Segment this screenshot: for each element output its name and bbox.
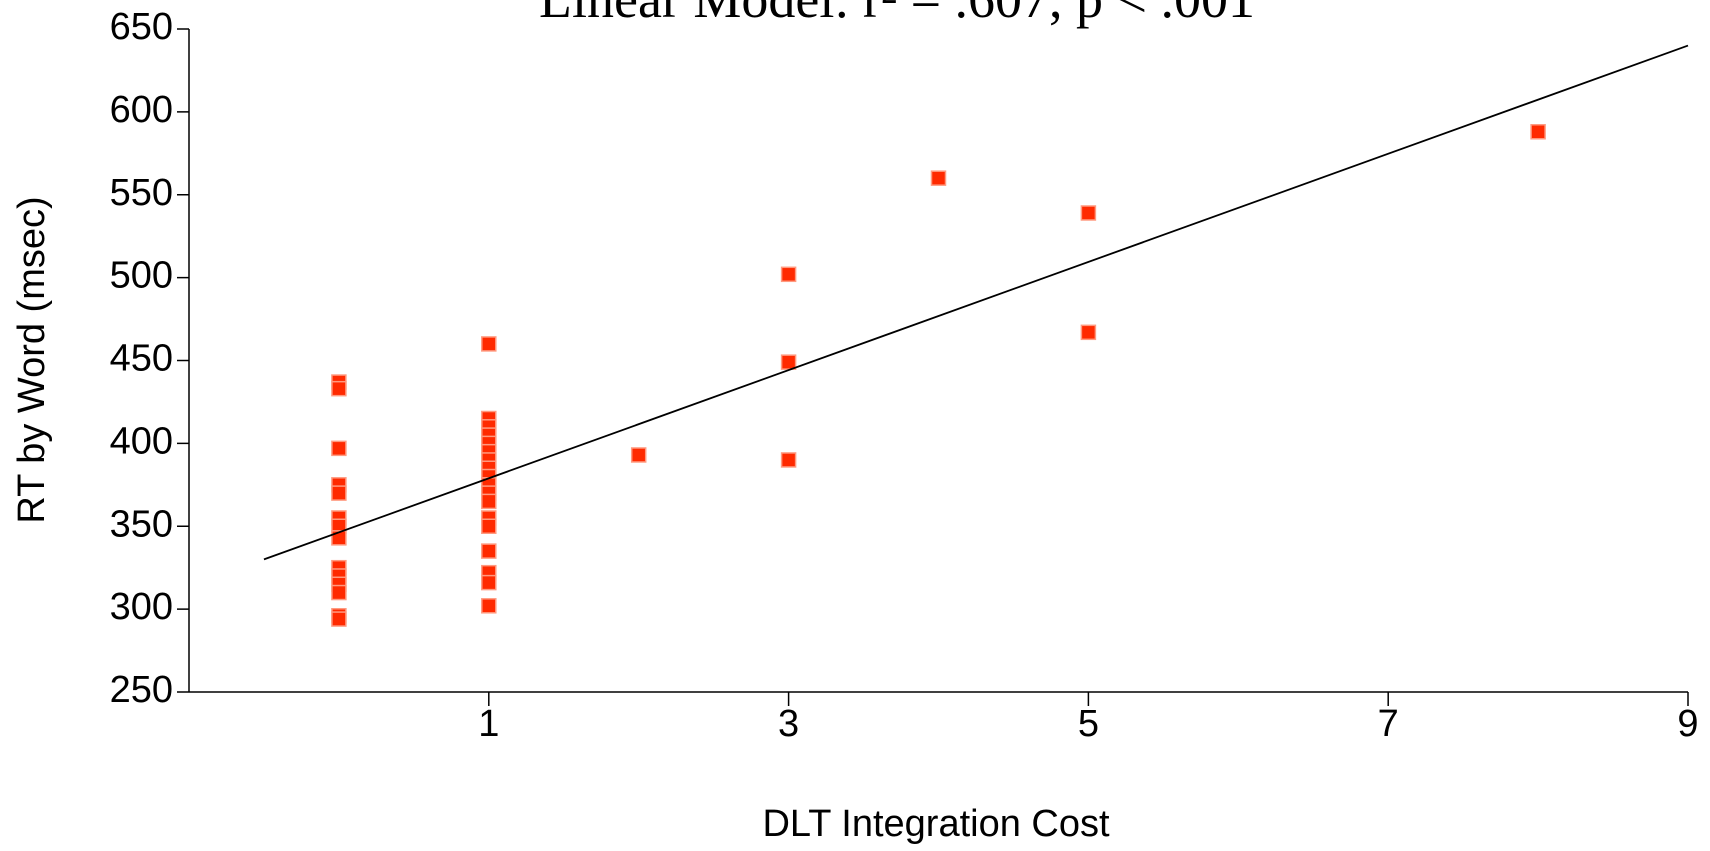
data-point xyxy=(930,170,947,186)
data-point xyxy=(331,440,347,457)
x-tick-label: 5 xyxy=(1078,703,1099,745)
data-point xyxy=(481,493,497,510)
data-point xyxy=(481,598,497,614)
data-point xyxy=(481,574,497,591)
data-point xyxy=(481,336,497,352)
data-point xyxy=(481,518,497,534)
y-tick-label: 400 xyxy=(110,420,173,462)
chart-title: Linear Model: r² = .607, p < .001 xyxy=(539,0,1255,29)
data-point xyxy=(331,380,347,397)
y-tick-label: 550 xyxy=(110,172,173,214)
x-tick-label: 1 xyxy=(478,703,499,745)
data-point xyxy=(780,354,797,370)
y-tick-label: 600 xyxy=(110,89,173,131)
data-point xyxy=(331,584,347,601)
fit-line xyxy=(263,44,1689,561)
data-point xyxy=(1080,324,1097,341)
data-point xyxy=(1530,124,1546,140)
y-tick-label: 350 xyxy=(110,503,173,545)
data-point xyxy=(780,452,797,468)
x-tick-label: 7 xyxy=(1378,703,1399,745)
data-point xyxy=(481,543,497,559)
data-point xyxy=(331,485,347,501)
y-tick-label: 650 xyxy=(110,6,173,48)
y-tick-label: 250 xyxy=(110,669,173,711)
x-axis-title: DLT Integration Cost xyxy=(762,803,1110,845)
y-tick-label: 500 xyxy=(110,255,173,297)
x-tick-label: 3 xyxy=(778,703,799,745)
y-tick-label: 300 xyxy=(110,586,173,628)
data-point xyxy=(630,447,647,463)
x-tick-label: 9 xyxy=(1677,703,1698,745)
data-point xyxy=(1080,205,1097,221)
y-tick-label: 450 xyxy=(110,338,173,380)
data-point xyxy=(780,266,797,283)
data-point xyxy=(331,611,347,627)
y-axis-title: RT by Word (msec) xyxy=(11,196,53,523)
